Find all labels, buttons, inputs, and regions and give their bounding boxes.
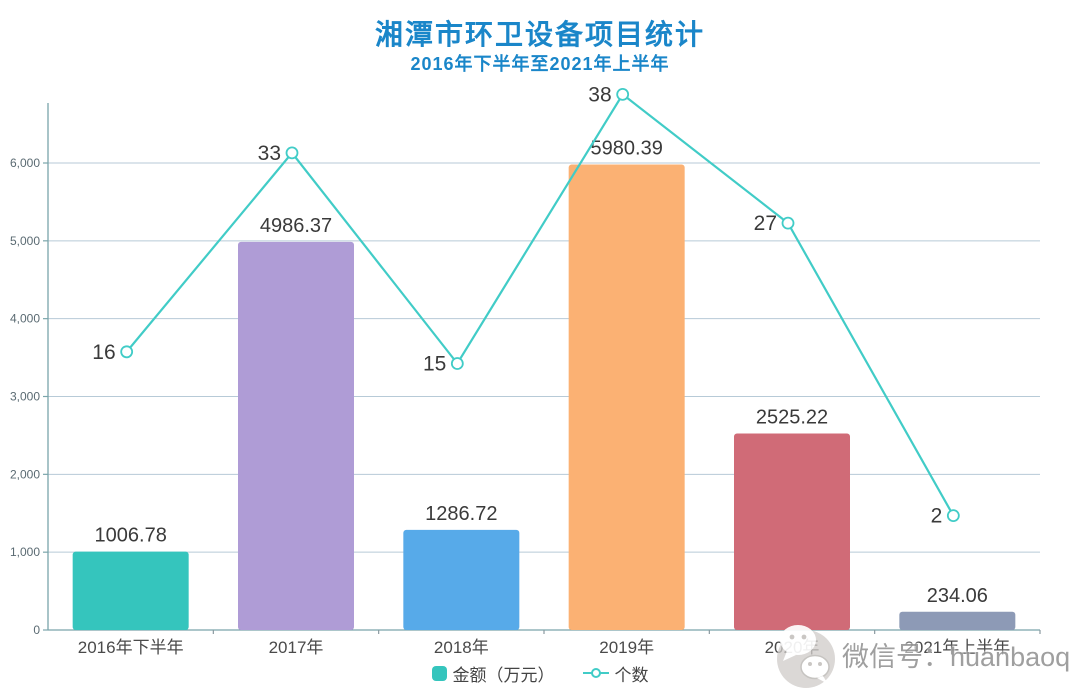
y-tick-label-4000: 4,000 (10, 312, 40, 326)
count-value-2018年: 15 (423, 353, 446, 376)
bar-2021年上半年 (899, 611, 1016, 630)
bar-value-2021年上半年: 234.06 (927, 585, 988, 607)
bar-2019年 (568, 164, 685, 630)
bar-2020年 (734, 433, 850, 630)
bar-2018年 (403, 529, 520, 630)
x-label-2020年: 2020年 (765, 638, 820, 657)
bar-value-2016年下半年: 1006.78 (95, 525, 167, 547)
count-line (125, 92, 955, 517)
legend-count-label: 个数 (614, 665, 649, 685)
chart-title: 湘潭市环卫设备项目统计 (374, 19, 705, 50)
point-2021年上半年 (946, 509, 960, 522)
point-2020年 (781, 216, 795, 230)
bar-value-2019年: 5980.39 (591, 138, 663, 160)
y-tick-label-5000: 5,000 (10, 234, 40, 248)
legend-item-amount[interactable]: 金额（万元） (431, 661, 555, 686)
count-value-2017年: 33 (258, 142, 281, 165)
y-tick-label-3000: 3,000 (10, 390, 40, 404)
amount-swatch-icon (431, 665, 447, 681)
y-tick-label-6000: 6,000 (10, 156, 40, 170)
point-2016年下半年 (120, 345, 134, 359)
point-2017年 (285, 146, 299, 160)
legend-item-count[interactable]: 个数 (582, 661, 649, 686)
bar-value-2018年: 1286.72 (425, 503, 497, 525)
y-tick-label-1000: 1,000 (10, 545, 40, 559)
legend-amount-label: 金额（万元） (452, 665, 555, 685)
x-label-2021年上半年: 2021年上半年 (904, 638, 1010, 657)
bar-2016年下半年 (72, 551, 189, 630)
count-value-2016年下半年: 16 (92, 341, 115, 364)
x-label-2019年: 2019年 (599, 638, 654, 657)
x-label-2017年: 2017年 (269, 638, 324, 657)
count-value-2021年上半年: 2 (931, 505, 943, 528)
point-2019年 (616, 88, 630, 101)
chart-subtitle: 2016年下半年至2021年上半年 (410, 54, 670, 74)
point-2018年 (450, 357, 464, 370)
count-value-2020年: 27 (754, 212, 777, 235)
count-value-2019年: 38 (588, 83, 611, 106)
y-tick-label-0: 0 (33, 623, 40, 637)
count-line-marker-icon (582, 667, 609, 679)
bar-value-2020年: 2525.22 (756, 406, 828, 428)
x-label-2018年: 2018年 (434, 638, 489, 657)
bar-2017年 (238, 241, 354, 630)
legend: 金额（万元） 个数 (0, 659, 1080, 687)
y-tick-label-2000: 2,000 (10, 467, 40, 481)
x-label-2016年下半年: 2016年下半年 (78, 638, 184, 657)
bar-value-2017年: 4986.37 (260, 215, 332, 237)
